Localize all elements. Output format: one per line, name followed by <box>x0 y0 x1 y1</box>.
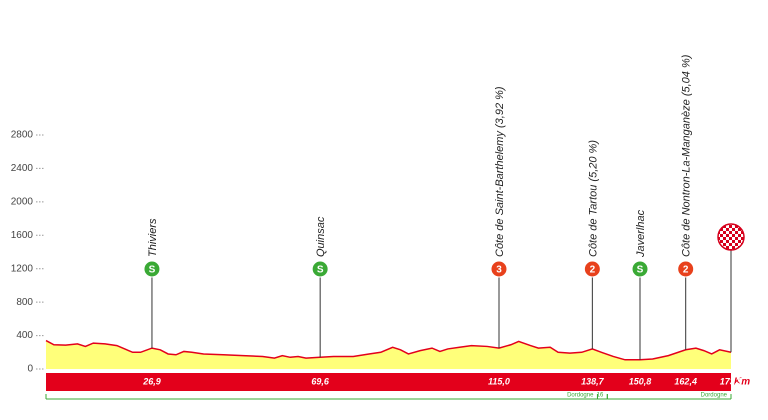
profile-line <box>45 339 732 361</box>
y-tick-label: 400 <box>16 330 33 341</box>
marker-name: Côte de Tartou (5,20 %) <box>587 140 599 257</box>
y-tick-label: 2000 <box>11 196 34 207</box>
km-bar <box>46 373 731 391</box>
km-label: 26,9 <box>142 376 161 386</box>
badge-label: 2 <box>683 265 689 276</box>
marker-badge <box>143 260 161 278</box>
profile-area <box>46 340 731 369</box>
marker-name: Javerlhac <box>635 209 647 258</box>
km-label: 138,7 <box>581 376 605 386</box>
marker-name: Côte de Saint-Barthelemy (3,92 %) <box>494 86 506 257</box>
y-tick-label: 1200 <box>11 263 34 274</box>
badge-label: S <box>317 265 324 276</box>
badge-label: 2 <box>590 265 596 276</box>
km-label: 173,9 <box>720 376 743 386</box>
badge-label: S <box>149 265 156 276</box>
marker-badge <box>311 260 329 278</box>
y-tick-label: 2800 <box>11 130 34 141</box>
marker-badge <box>583 260 601 278</box>
km-label: 162,4 <box>674 376 697 386</box>
department-name: 16 <box>597 393 604 399</box>
marker-name: Côte de Nontron-La-Manganèze (5,04 %) <box>681 54 693 257</box>
marker-name: Quinsac <box>315 216 327 257</box>
marker-badge <box>631 260 649 278</box>
badge-label: 3 <box>496 265 502 276</box>
finish-flag <box>717 223 745 251</box>
km-label: 150,8 <box>629 376 652 386</box>
y-tick-label: 800 <box>16 297 33 308</box>
y-tick-label: 1600 <box>11 230 34 241</box>
y-tick-label: 0 <box>27 364 33 375</box>
department-name: Dordogne <box>701 393 728 399</box>
marker-badge <box>677 260 695 278</box>
marker-badge <box>490 260 508 278</box>
unit-label: Km <box>734 377 750 388</box>
department-name: Dordogne <box>567 393 594 399</box>
km-label: 69,6 <box>311 376 330 386</box>
badge-label: S <box>637 265 644 276</box>
km-label: 115,0 <box>488 376 510 386</box>
marker-name: Thiviers <box>147 218 159 257</box>
y-tick-label: 2400 <box>11 163 34 174</box>
